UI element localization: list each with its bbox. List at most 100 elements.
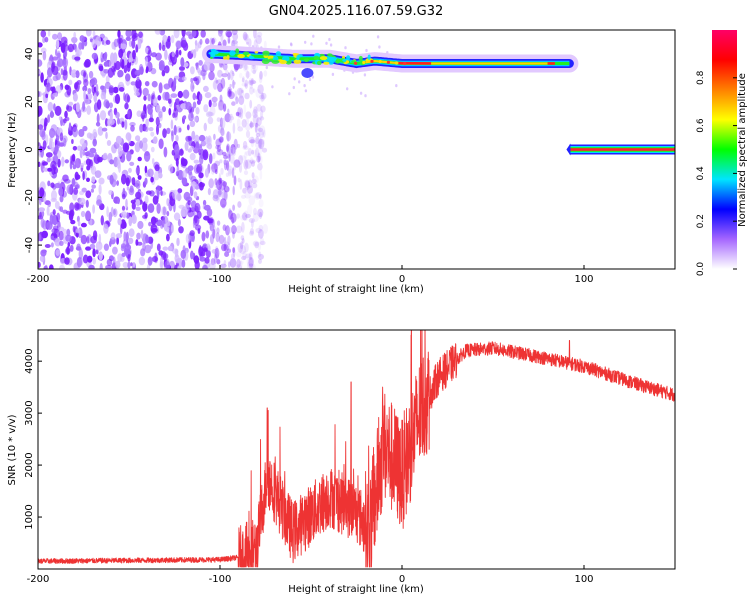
noise-speckle [223, 244, 229, 252]
noise-speckle [131, 39, 136, 49]
noise-speckle [91, 176, 96, 183]
y-tick-label: 20 [24, 95, 35, 108]
noise-speckle [243, 33, 249, 42]
noise-speckle [125, 36, 131, 41]
noise-speckle [158, 138, 164, 150]
noise-speckle [202, 264, 208, 269]
noise-speckle [243, 64, 249, 72]
noise-speckle [217, 82, 223, 93]
noise-speckle [219, 94, 223, 103]
snr-marks [38, 330, 675, 568]
noise-speckle [144, 125, 149, 132]
noise-speckle [48, 60, 52, 66]
noise-speckle [40, 30, 47, 38]
noise-speckle [179, 66, 185, 71]
noise-speckle [101, 39, 105, 45]
noise-speckle [192, 77, 198, 82]
x-tick-label: -100 [209, 574, 232, 585]
noise-speckle [121, 58, 125, 70]
noise-speckle [216, 149, 224, 156]
x-tick-label: 0 [399, 574, 405, 585]
noise-speckle [83, 98, 91, 105]
noise-speckle [50, 197, 57, 203]
noise-speckle [242, 76, 245, 83]
tone-blob [235, 48, 240, 54]
noise-speckle [226, 143, 230, 154]
noise-speckle [223, 259, 227, 266]
noise-speckle [130, 199, 136, 204]
noise-speckle [256, 31, 263, 38]
noise-speckle [71, 36, 78, 44]
noise-speckle [190, 66, 195, 75]
tone-blob [275, 51, 282, 57]
noise-speckle [72, 93, 78, 102]
noise-speckle [162, 215, 169, 224]
noise-speckle [199, 38, 203, 45]
noise-speckle [59, 264, 65, 269]
noise-speckle [258, 224, 264, 231]
noise-speckle [89, 218, 93, 226]
noise-speckle [58, 187, 64, 197]
noise-speckle [70, 154, 76, 166]
noise-speckle [200, 251, 206, 257]
noise-speckle [92, 30, 96, 37]
noise-speckle [239, 72, 243, 79]
noise-speckle [217, 190, 223, 196]
noise-speckle [136, 241, 143, 246]
noise-speckle [195, 141, 199, 149]
noise-speckle [227, 227, 233, 234]
snr-xlabel: Height of straight line (km) [288, 584, 424, 595]
noise-speckle [205, 111, 213, 118]
noise-speckle [262, 223, 268, 234]
tone-blob [211, 50, 219, 55]
noise-speckle [108, 85, 115, 96]
noise-speckle [122, 261, 129, 269]
noise-speckle [245, 213, 251, 219]
noise-speckle [85, 158, 92, 166]
colorbar-tick-label: 0.6 [696, 118, 706, 133]
noise-speckle [222, 62, 228, 71]
noise-speckle [106, 206, 109, 218]
colorbar-tick-label: 0.4 [696, 166, 706, 181]
noise-speckle [189, 120, 196, 128]
noise-speckle [226, 31, 233, 38]
noise-speckle [75, 70, 80, 79]
noise-speckle [59, 206, 64, 213]
noise-speckle [159, 256, 164, 268]
noise-speckle [68, 122, 72, 131]
noise-speckle [207, 218, 214, 224]
y-tick-label: 4000 [24, 348, 35, 373]
noise-speckle [138, 31, 143, 38]
noise-speckle [130, 124, 135, 132]
noise-speckle [227, 72, 231, 81]
noise-speckle [256, 155, 261, 163]
noise-speckle [207, 116, 214, 125]
noise-speckle [250, 67, 257, 74]
noise-speckle [244, 179, 251, 188]
noise-speckle [250, 228, 254, 235]
noise-speckle [57, 58, 64, 68]
noise-speckle [113, 86, 119, 94]
noise-speckle [177, 90, 183, 99]
noise-speckle [123, 231, 127, 242]
noise-speckle [170, 93, 178, 98]
noise-speckle [85, 190, 92, 199]
noise-speckle [162, 91, 168, 101]
noise-speckle [69, 209, 75, 217]
noise-speckle [39, 212, 42, 218]
noise-speckle [82, 142, 87, 150]
noise-speckle [48, 264, 54, 269]
noise-speckle [127, 254, 131, 262]
noise-speckle [70, 219, 76, 225]
y-tick-label: -20 [24, 189, 35, 205]
noise-speckle [259, 125, 266, 136]
noise-speckle [202, 247, 208, 253]
noise-speckle [47, 180, 51, 187]
noise-speckle [80, 210, 86, 218]
noise-speckle [227, 86, 232, 95]
tone-core-dot [394, 61, 399, 65]
noise-speckle [66, 104, 70, 111]
noise-speckle [232, 32, 239, 41]
noise-speckle [144, 56, 149, 67]
noise-speckle [180, 249, 187, 259]
